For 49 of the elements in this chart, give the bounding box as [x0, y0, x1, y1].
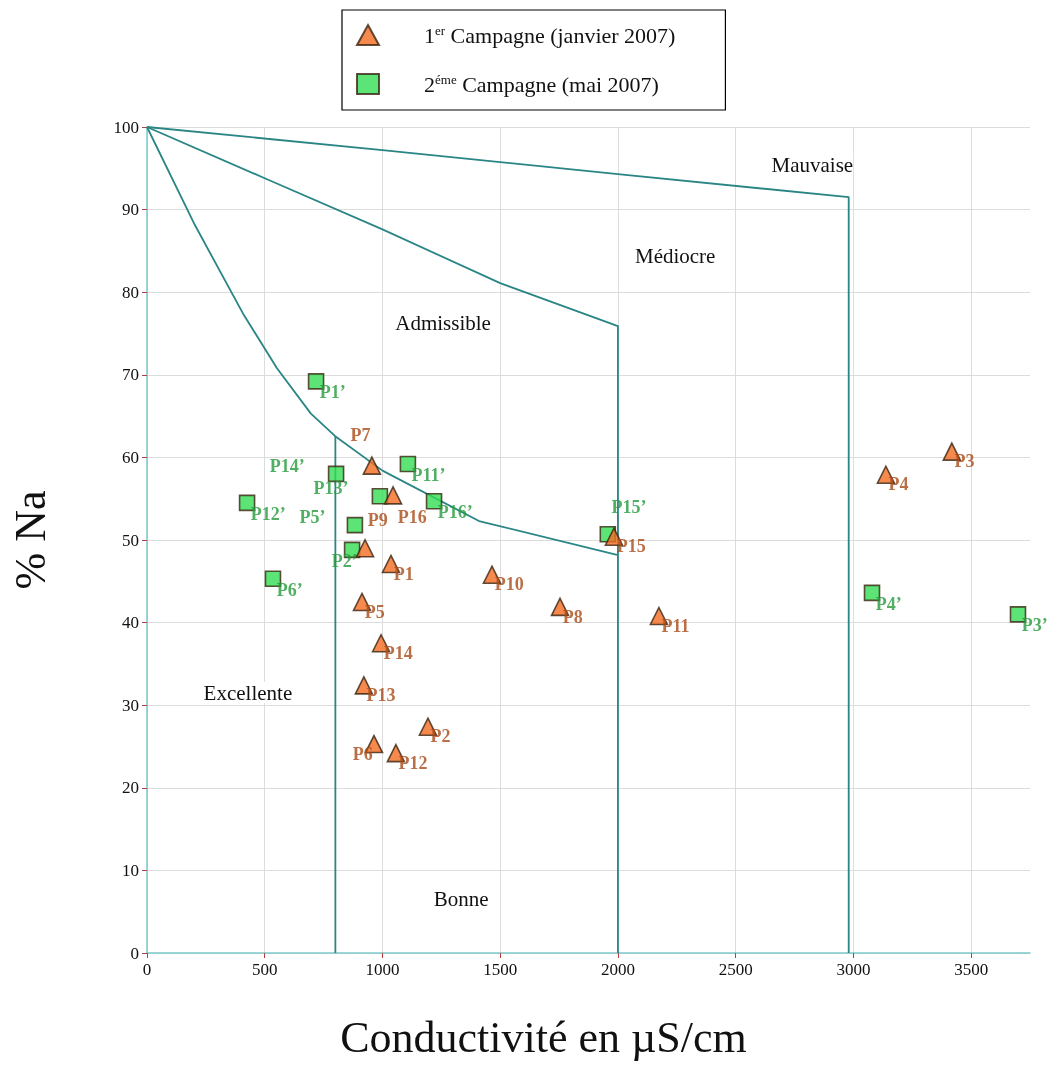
- data-label: P3: [954, 451, 975, 472]
- y-tick-label: 10: [122, 860, 139, 880]
- annotation: Mauvaise: [771, 152, 854, 177]
- data-label: P5: [364, 601, 385, 622]
- data-label: P14: [383, 642, 413, 663]
- data-label: P13: [366, 685, 396, 706]
- y-tick-label: 30: [122, 695, 139, 715]
- data-label: P12: [398, 752, 428, 773]
- data-label: P4: [888, 474, 909, 495]
- y-tick-label: 80: [122, 282, 139, 302]
- data-label: P14’: [269, 455, 305, 476]
- annotation: Excellente: [203, 680, 293, 705]
- data-label: P8: [562, 606, 583, 627]
- data-label: P2: [430, 726, 451, 747]
- y-tick-label: 60: [122, 447, 139, 467]
- data-label: P5’: [299, 506, 326, 527]
- data-label: P11: [661, 615, 690, 636]
- y-tick-label: 100: [113, 117, 139, 137]
- data-label: P1: [393, 563, 414, 584]
- data-label: P12’: [250, 503, 286, 524]
- x-axis-title: Conductivité en µS/cm: [340, 1012, 747, 1062]
- data-label: P1’: [319, 382, 346, 403]
- data-label: P3’: [1021, 615, 1048, 636]
- x-tick-label: 3500: [954, 960, 989, 979]
- x-tick-label: 500: [251, 960, 278, 979]
- y-tick-label: 20: [122, 778, 139, 798]
- data-label: P7: [350, 425, 371, 446]
- y-tick-label: 0: [130, 943, 139, 963]
- annotation: Bonne: [433, 887, 489, 912]
- x-tick-label: 0: [142, 960, 152, 979]
- x-tick-label: 3000: [836, 960, 871, 979]
- y-tick-label: 40: [122, 613, 139, 633]
- data-label: P6’: [276, 579, 303, 600]
- data-label: P6: [352, 743, 373, 764]
- x-tick-label: 2500: [718, 960, 753, 979]
- y-tick-label: 70: [122, 365, 139, 385]
- y-axis-title: % Na: [5, 490, 55, 590]
- data-label: P4’: [875, 593, 902, 614]
- x-tick-label: 2000: [600, 960, 635, 979]
- annotation: Médiocre: [634, 244, 716, 269]
- data-label: P16: [397, 507, 427, 528]
- data-label: P9: [367, 509, 388, 530]
- annotation: Admissible: [395, 311, 491, 336]
- data-label: P11’: [411, 464, 446, 485]
- x-tick-label: 1500: [483, 960, 518, 979]
- y-tick-label: 50: [122, 530, 139, 550]
- data-label: P10: [494, 574, 524, 595]
- y-tick-label: 90: [122, 200, 139, 220]
- x-tick-label: 1000: [365, 960, 400, 979]
